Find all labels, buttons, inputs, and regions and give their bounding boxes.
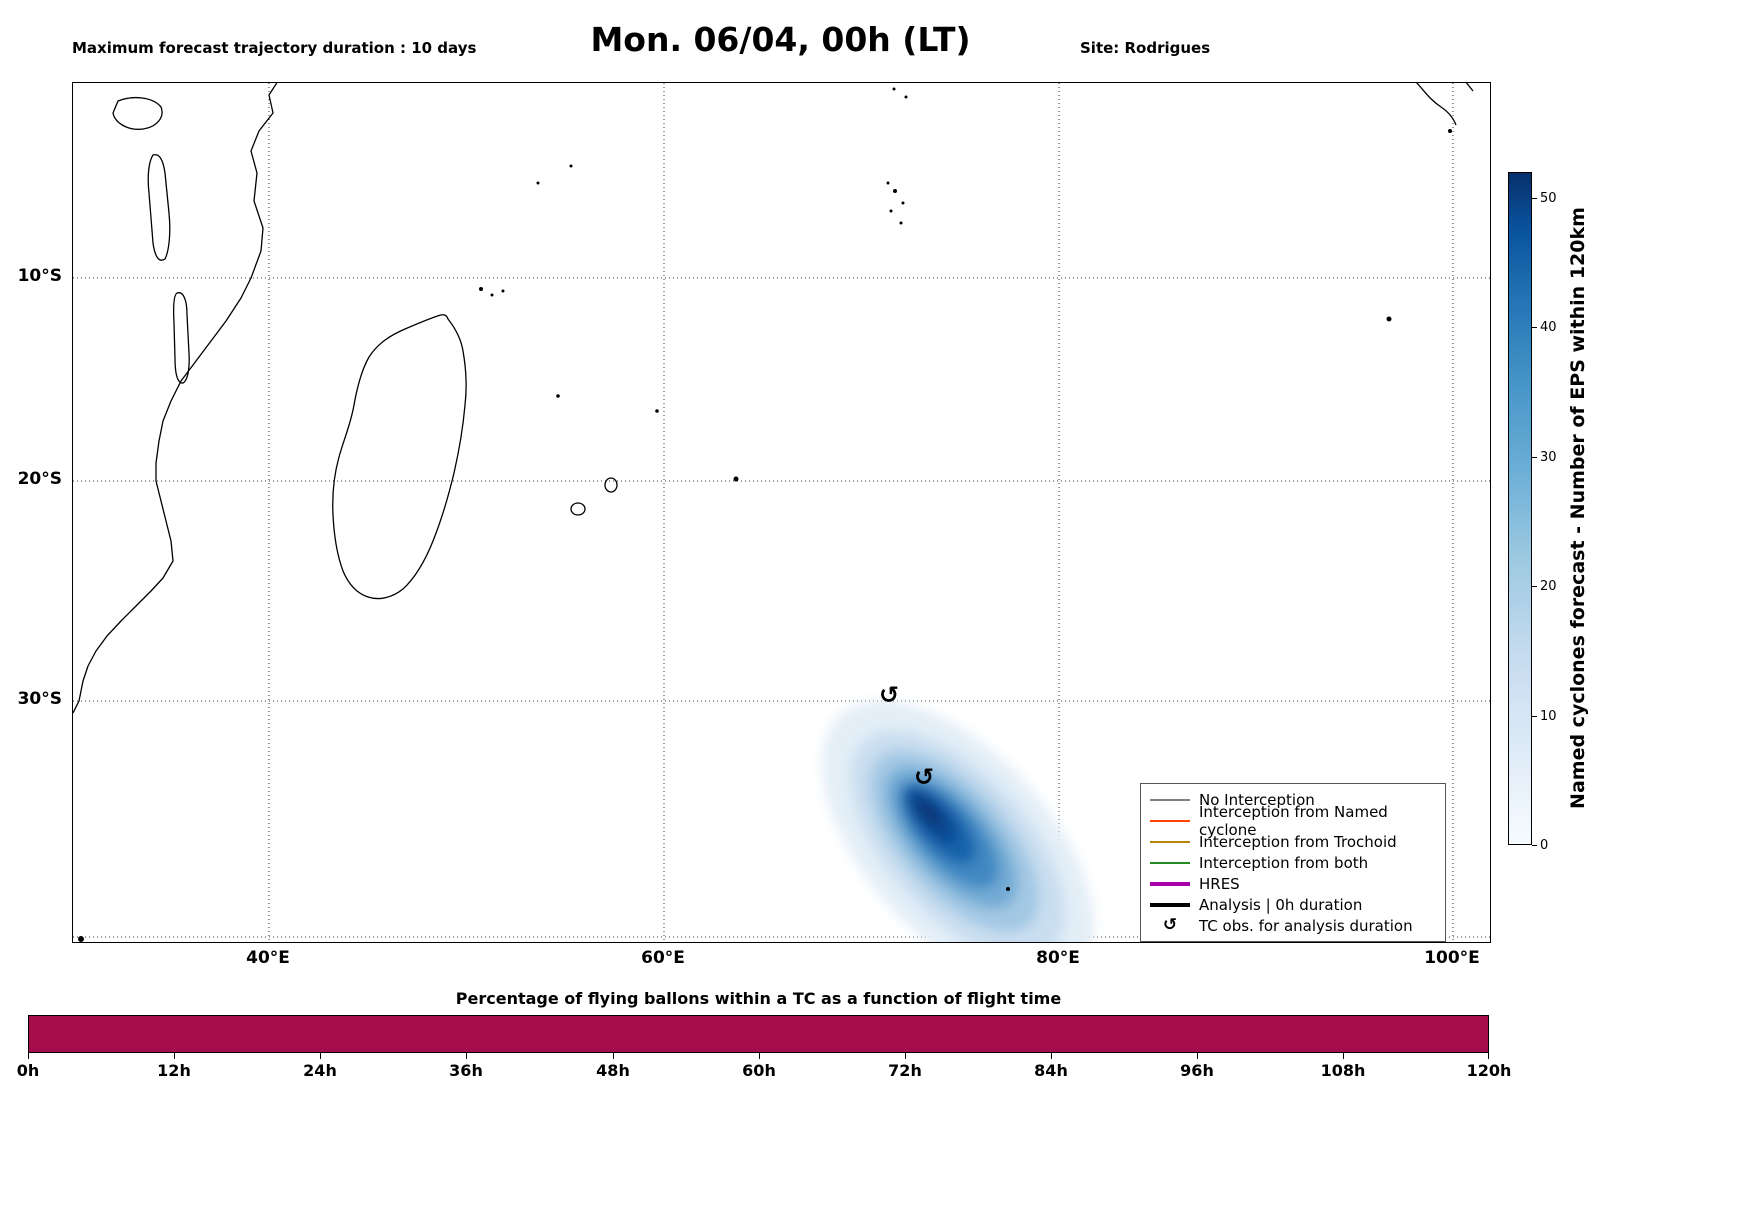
tick-mark xyxy=(1532,585,1537,587)
legend-label: Analysis | 0h duration xyxy=(1199,895,1363,914)
legend-row: HRES xyxy=(1149,873,1437,894)
lake-tanganyika xyxy=(147,153,171,261)
line-sample-icon xyxy=(1150,798,1190,801)
line-sample-icon xyxy=(1150,902,1190,907)
legend-swatch xyxy=(1149,861,1191,864)
flight-axis-tick xyxy=(759,1053,760,1059)
flight-axis-tick xyxy=(613,1053,614,1059)
lat-tick-label: 20°S xyxy=(17,469,62,489)
legend-swatch xyxy=(1149,798,1191,801)
legend-row: Analysis | 0h duration xyxy=(1149,894,1437,915)
colorbar-tick-label: 0 xyxy=(1540,837,1549,853)
line-sample-icon xyxy=(1150,840,1190,843)
line-sample-icon xyxy=(1150,881,1190,886)
legend-swatch xyxy=(1149,819,1191,822)
coastlines xyxy=(73,83,1474,714)
flight-axis-tick xyxy=(905,1053,906,1059)
lat-tick-label: 30°S xyxy=(17,689,62,709)
tc-obs-icon: ↺ xyxy=(914,763,934,791)
flight-time-tick-label: 24h xyxy=(303,1061,337,1080)
legend-swatch: ↺ xyxy=(1149,917,1191,934)
flight-axis-tick xyxy=(1197,1053,1198,1059)
flight-axis-tick xyxy=(466,1053,467,1059)
flight-axis-tick xyxy=(1488,1053,1489,1059)
legend-swatch xyxy=(1149,840,1191,843)
small-islands xyxy=(78,87,1452,942)
flight-time-tick-label: 48h xyxy=(596,1061,630,1080)
flight-axis-tick xyxy=(28,1053,29,1059)
sumatra-islet-line xyxy=(1465,83,1474,92)
tick-mark xyxy=(1532,844,1537,846)
flight-axis-tick xyxy=(320,1053,321,1059)
seychelles-dot xyxy=(886,181,890,185)
lon-tick-label: 60°E xyxy=(641,948,685,968)
legend-row: Interception from Trochoid xyxy=(1149,831,1437,852)
colorbar-tick-label: 40 xyxy=(1540,319,1557,335)
colorbar-gradient xyxy=(1508,172,1532,845)
line-sample-icon xyxy=(1150,819,1190,822)
flight-axis-tick xyxy=(174,1053,175,1059)
legend-label: Interception from both xyxy=(1199,853,1369,872)
colorbar-tick-label: 10 xyxy=(1540,708,1557,724)
info-line: Site: Rodrigues xyxy=(1080,39,1211,57)
flight-bar-title: Percentage of flying ballons within a TC… xyxy=(455,989,1062,1008)
info-line: Maximum forecast trajectory duration : 1… xyxy=(72,39,477,57)
legend-label: No Interception xyxy=(1199,790,1315,809)
map-svg: ↺ ↺ xyxy=(73,83,1490,942)
island-mauritius xyxy=(604,477,618,493)
madagascar-coastline xyxy=(332,314,467,600)
tc-symbol-icon: ↺ xyxy=(1162,915,1178,935)
legend-row: Interception from Named cyclone xyxy=(1149,803,1437,839)
colorbar-label: Named cyclones forecast - Number of EPS … xyxy=(1567,207,1589,809)
colorbar-tick-label: 50 xyxy=(1540,190,1557,206)
flight-time-tick-label: 72h xyxy=(888,1061,922,1080)
lake-victoria xyxy=(112,96,163,130)
legend-swatch xyxy=(1149,902,1191,907)
lon-tick-label: 40°E xyxy=(246,948,290,968)
island-reunion xyxy=(570,502,586,516)
cyclone-density-blob xyxy=(822,701,1094,942)
flight-time-tick-label: 0h xyxy=(16,1061,40,1080)
tick-mark xyxy=(1532,197,1537,199)
flight-percentage-bar xyxy=(28,1015,1489,1053)
lon-tick-label: 80°E xyxy=(1036,948,1080,968)
legend-row: Interception from both xyxy=(1149,852,1437,873)
tick-mark xyxy=(1532,326,1537,328)
flight-axis-tick xyxy=(1051,1053,1052,1059)
flight-time-tick-label: 96h xyxy=(1180,1061,1214,1080)
lon-tick-label: 100°E xyxy=(1424,948,1480,968)
legend-label: TC obs. for analysis duration xyxy=(1199,916,1413,935)
flight-time-tick-label: 12h xyxy=(157,1061,191,1080)
colorbar-tick-label: 30 xyxy=(1540,449,1557,465)
island-rodrigues-dot xyxy=(733,476,739,482)
africa-coastline xyxy=(73,83,278,714)
flight-time-tick-label: 60h xyxy=(742,1061,776,1080)
line-sample-icon xyxy=(1150,861,1190,864)
legend-row: No Interception xyxy=(1149,789,1437,810)
legend: No Interception Interception from Named … xyxy=(1140,783,1446,942)
page-title: Mon. 06/04, 00h (LT) xyxy=(590,20,971,59)
flight-time-tick-label: 108h xyxy=(1320,1061,1366,1080)
legend-row: ↺ TC obs. for analysis duration xyxy=(1149,915,1437,936)
lake-malawi xyxy=(172,292,190,384)
legend-label: Interception from Trochoid xyxy=(1199,832,1397,851)
legend-swatch xyxy=(1149,881,1191,886)
legend-label: HRES xyxy=(1199,874,1240,893)
tick-mark xyxy=(1532,456,1537,458)
tick-mark xyxy=(1532,715,1537,717)
lat-tick-label: 10°S xyxy=(17,266,62,286)
flight-time-tick-label: 84h xyxy=(1034,1061,1068,1080)
sumatra-coastline xyxy=(1415,83,1457,126)
tc-obs-icon: ↺ xyxy=(879,681,899,709)
flight-time-tick-label: 36h xyxy=(449,1061,483,1080)
flight-axis-tick xyxy=(1343,1053,1344,1059)
flight-time-tick-label: 120h xyxy=(1466,1061,1512,1080)
colorbar-tick-label: 20 xyxy=(1540,578,1557,594)
legend-label: Interception from Named cyclone xyxy=(1199,802,1388,839)
